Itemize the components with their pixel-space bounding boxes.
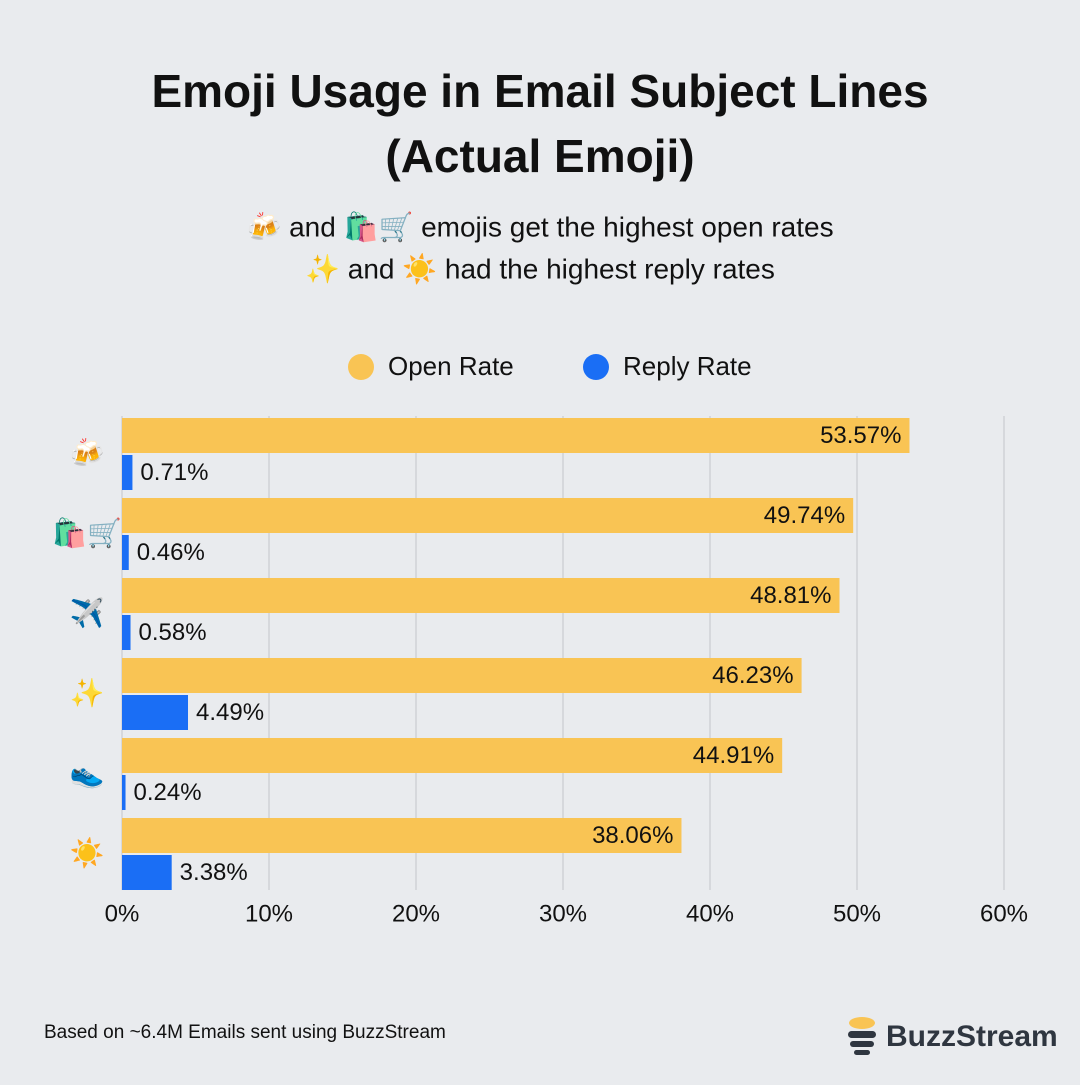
data-label: 4.49% [196, 699, 264, 726]
bar [122, 855, 172, 890]
y-tick-label: 👟 [70, 757, 105, 789]
x-tick-label: 30% [539, 900, 587, 927]
y-tick-label: ✨ [70, 677, 105, 708]
logo-shape [854, 1050, 870, 1055]
bar [122, 695, 189, 730]
data-label: 49.74% [764, 502, 845, 529]
data-label: 0.24% [134, 779, 202, 806]
y-tick-label: ✈️ [70, 595, 105, 629]
x-tick-label: 40% [686, 900, 734, 927]
chart-title: (Actual Emoji) [385, 130, 694, 182]
data-label: 53.57% [820, 422, 901, 449]
legend-marker [583, 354, 609, 380]
data-label: 0.46% [137, 539, 205, 566]
data-label: 48.81% [750, 582, 831, 609]
data-label: 0.58% [139, 619, 207, 646]
data-label: 0.71% [140, 459, 208, 486]
bar [122, 818, 682, 853]
logo-shape [849, 1017, 875, 1029]
bar [122, 658, 802, 693]
x-tick-label: 0% [105, 900, 140, 927]
x-tick-label: 50% [833, 900, 881, 927]
data-label: 44.91% [693, 742, 774, 769]
bar [122, 775, 126, 810]
brand-name: BuzzStream [886, 1020, 1058, 1053]
bar [122, 738, 783, 773]
source-note: Based on ~6.4M Emails sent using BuzzStr… [44, 1022, 446, 1043]
bar [122, 578, 840, 613]
data-label: 38.06% [592, 822, 673, 849]
legend-label: Open Rate [388, 351, 514, 381]
bar [122, 615, 131, 650]
x-tick-label: 60% [980, 900, 1028, 927]
bar [122, 455, 133, 490]
chart-title: Emoji Usage in Email Subject Lines [151, 65, 928, 117]
legend-marker [348, 354, 374, 380]
brand-logo: BuzzStream [848, 1017, 1058, 1055]
bar [122, 418, 910, 453]
bar [122, 535, 129, 570]
logo-shape [850, 1041, 874, 1047]
logo-shape [848, 1031, 876, 1038]
subtitle: 🍻 and 🛍️🛒 emojis get the highest open ra… [246, 210, 833, 243]
y-tick-label: 🍻 [70, 437, 105, 468]
legend-label: Reply Rate [623, 351, 752, 381]
data-label: 46.23% [712, 662, 793, 689]
y-tick-label: ☀️ [70, 835, 105, 869]
data-label: 3.38% [180, 859, 248, 886]
y-tick-label: 🛍️🛒 [52, 516, 122, 549]
x-tick-label: 20% [392, 900, 440, 927]
bar [122, 498, 854, 533]
subtitle: ✨ and ☀️ had the highest reply rates [305, 251, 775, 285]
x-tick-label: 10% [245, 900, 293, 927]
